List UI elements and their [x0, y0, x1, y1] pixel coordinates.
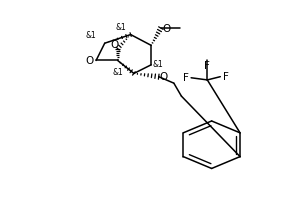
Text: O: O	[163, 24, 171, 33]
Text: &1: &1	[85, 31, 96, 40]
Text: O: O	[110, 40, 119, 50]
Text: F: F	[204, 61, 210, 71]
Text: F: F	[183, 73, 189, 83]
Text: &1: &1	[112, 68, 123, 77]
Text: O: O	[85, 56, 93, 66]
Text: &1: &1	[116, 22, 126, 32]
Text: &1: &1	[152, 60, 163, 69]
Text: F: F	[223, 72, 229, 82]
Text: O: O	[159, 72, 168, 82]
